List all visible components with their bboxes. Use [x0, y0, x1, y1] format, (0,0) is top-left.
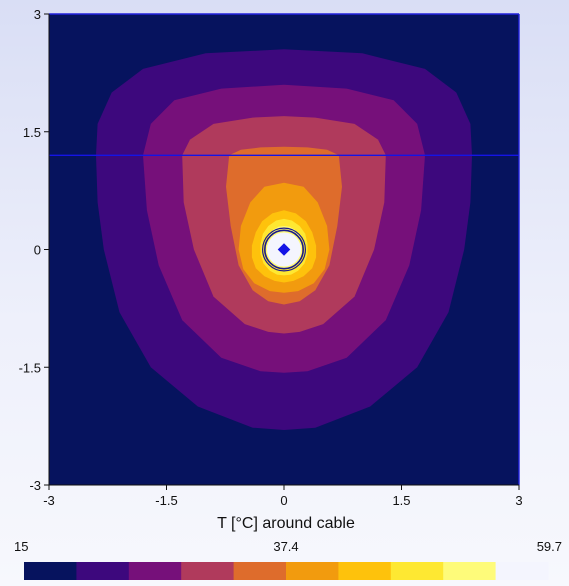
legend-swatch-7 [338, 562, 392, 580]
legend-swatch-8 [390, 562, 444, 580]
legend-swatch-5 [233, 562, 287, 580]
y-axis: 3 1.5 0 -1.5 -3 [19, 7, 49, 493]
plot-area [48, 13, 520, 486]
cable-outline-outer [262, 227, 306, 272]
x-tick-label: 0 [280, 493, 287, 508]
y-tick-label: 0 [34, 243, 41, 258]
legend-swatch-4 [181, 562, 235, 580]
legend-min-label: 15 [14, 539, 28, 554]
x-tick-label: 3 [515, 493, 522, 508]
legend-max-label: 59.7 [537, 539, 562, 554]
legend-swatch-9 [443, 562, 497, 580]
y-tick-label: -3 [29, 478, 41, 493]
legend-swatch-3 [128, 562, 182, 580]
x-tick-label: -1.5 [155, 493, 177, 508]
y-tick-label: -1.5 [19, 360, 41, 375]
cable-conductor-core [277, 243, 291, 256]
y-tick-label: 3 [34, 7, 41, 22]
x-axis-title: T [°C] around cable [217, 515, 355, 532]
legend-swatch-10 [495, 562, 549, 580]
x-tick-label: -3 [43, 493, 55, 508]
legend-swatch-1 [24, 562, 77, 580]
legend-swatch-2 [76, 562, 130, 580]
x-axis: -3 -1.5 0 1.5 3 [43, 485, 523, 508]
cable-outline-inner [264, 229, 304, 270]
legend-mid-label: 37.4 [273, 539, 298, 554]
legend-swatches [24, 562, 549, 580]
color-scale-legend: 15 37.4 59.7 [14, 539, 562, 580]
x-tick-label: 1.5 [392, 493, 410, 508]
legend-swatch-6 [286, 562, 339, 580]
y-tick-label: 1.5 [23, 125, 41, 140]
